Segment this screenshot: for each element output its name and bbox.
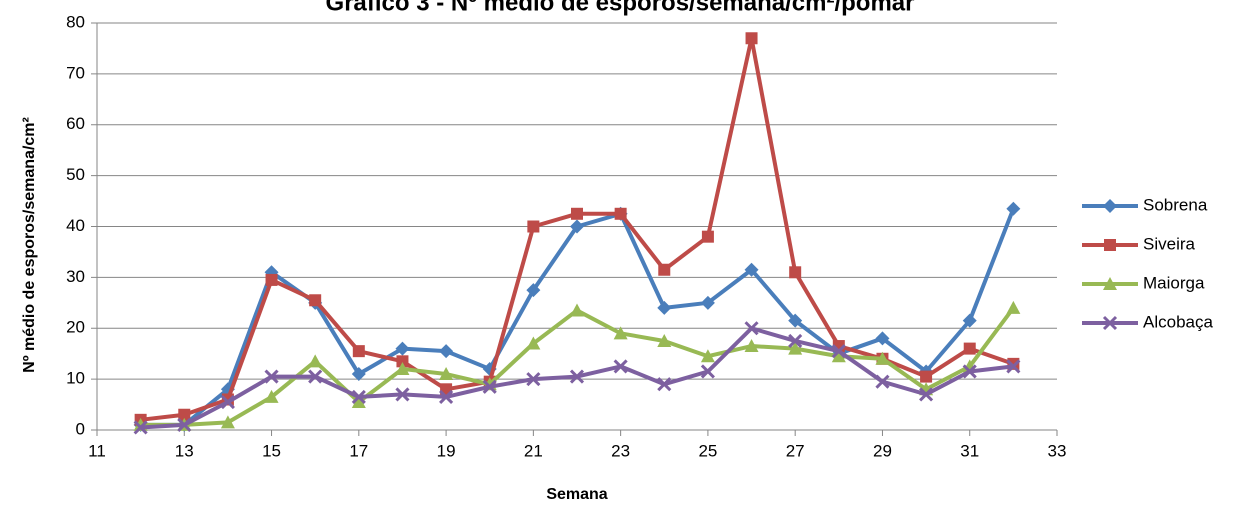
data-point (613, 359, 628, 374)
data-point (875, 331, 890, 346)
legend-marker (1102, 315, 1118, 331)
data-point (569, 369, 585, 384)
x-tick-label: 13 (175, 441, 194, 460)
data-point (613, 326, 628, 340)
data-point (133, 420, 148, 435)
data-point (177, 417, 192, 432)
data-point (1006, 300, 1021, 314)
data-point (744, 339, 759, 353)
x-tick-label: 15 (262, 441, 281, 460)
y-tick-label: 80 (66, 12, 85, 31)
legend-label: Maiorga (1143, 273, 1205, 292)
data-point (875, 374, 890, 389)
y-tick-label: 60 (66, 114, 85, 133)
y-tick-label: 70 (66, 63, 85, 82)
x-tick-label: 21 (524, 441, 543, 460)
data-point (962, 313, 977, 328)
chart-title: Gráfico 3 - Nº médio de esporos/semana/c… (326, 0, 915, 16)
data-point (395, 387, 410, 402)
data-point (352, 345, 365, 358)
data-point (701, 230, 714, 243)
data-point (920, 370, 933, 383)
x-tick-label: 33 (1048, 441, 1067, 460)
data-point (1006, 201, 1021, 216)
data-point (875, 351, 890, 365)
x-axis-title: Semana (546, 486, 607, 503)
y-tick-label: 0 (76, 419, 85, 438)
y-tick-label: 10 (66, 369, 85, 388)
data-point (831, 344, 846, 359)
data-point (395, 341, 410, 356)
data-point (700, 295, 715, 310)
x-tick-label: 23 (611, 441, 630, 460)
legend-marker (1103, 277, 1117, 290)
legend-label: Siveira (1143, 234, 1196, 253)
data-point (658, 263, 671, 276)
legend-marker (1104, 239, 1116, 251)
data-point (526, 336, 541, 350)
data-point (396, 355, 409, 368)
x-tick-label: 27 (786, 441, 805, 460)
data-point (264, 369, 279, 384)
data-point (220, 394, 235, 410)
data-point (527, 220, 540, 233)
data-point (571, 207, 583, 220)
data-point (657, 377, 672, 392)
data-point (1006, 359, 1021, 374)
data-point (962, 364, 977, 379)
data-point (744, 262, 759, 277)
data-point (482, 379, 497, 394)
data-point (265, 273, 278, 286)
data-point (439, 344, 454, 359)
x-tick-label: 25 (698, 441, 717, 460)
y-axis-title: Nº médio de esporos/semana/cm² (21, 117, 38, 373)
x-tick-label: 19 (437, 441, 456, 460)
data-point (308, 354, 323, 368)
data-point (264, 389, 279, 403)
data-point (963, 342, 976, 355)
data-point (526, 372, 541, 387)
x-tick-label: 17 (349, 441, 368, 460)
data-point (788, 313, 803, 328)
data-point (308, 369, 323, 384)
x-tick-label: 31 (960, 441, 979, 460)
y-tick-label: 40 (66, 216, 85, 235)
legend-label: Alcobaça (1143, 312, 1213, 331)
data-point (657, 300, 672, 315)
legend-label: Sobrena (1143, 195, 1208, 214)
data-point (570, 303, 584, 317)
data-point (831, 349, 846, 363)
data-point (439, 367, 454, 381)
legend-marker (1103, 199, 1117, 213)
data-point (178, 408, 191, 421)
data-point (570, 219, 584, 234)
y-tick-label: 30 (66, 267, 85, 286)
data-point (700, 349, 715, 363)
data-point (351, 389, 366, 404)
data-point (614, 207, 627, 220)
data-point (788, 333, 803, 349)
data-point (700, 364, 715, 379)
data-point (220, 415, 235, 429)
data-point (351, 367, 366, 382)
x-tick-label: 29 (873, 441, 892, 460)
data-point (657, 333, 672, 347)
data-point (395, 361, 410, 375)
data-point (439, 389, 454, 404)
data-point (744, 321, 759, 336)
data-point (351, 395, 366, 409)
x-tick-label: 11 (88, 441, 106, 460)
data-point (526, 283, 541, 298)
y-tick-label: 50 (66, 165, 85, 184)
data-point (745, 32, 758, 45)
data-point (309, 294, 322, 307)
series-line (140, 306, 1015, 427)
data-point (789, 266, 802, 279)
y-tick-label: 20 (66, 318, 85, 337)
data-point (919, 387, 934, 402)
data-point (788, 341, 803, 355)
